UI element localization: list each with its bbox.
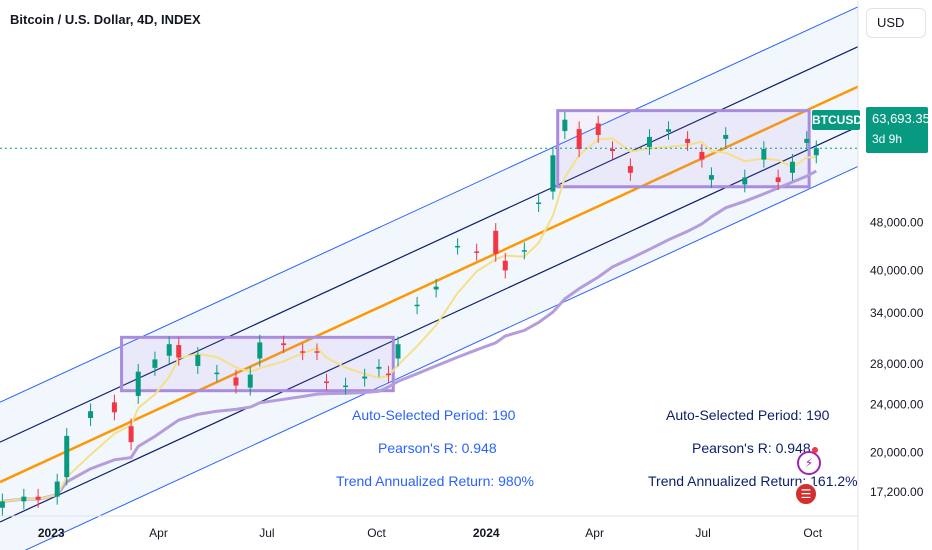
x-tick-label: Oct [803,526,822,540]
candle [455,245,461,248]
candle [742,177,748,185]
y-tick-label: 34,000.00 [870,306,924,320]
candle [376,366,382,369]
candle [0,501,5,508]
candle [775,177,781,183]
candle [414,304,420,307]
candle [233,377,239,386]
right-period: Auto-Selected Period: 190 [666,407,830,423]
candle [502,260,508,271]
candle [804,138,810,143]
y-tick-label: 17,200.00 [870,485,924,499]
chart-title: Bitcoin / U.S. Dollar, 4D, INDEX [10,12,201,27]
candle [550,155,556,192]
candle [64,435,70,478]
y-tick-label: 20,000.00 [870,445,924,459]
candle [35,496,41,500]
candle [135,371,141,396]
x-tick-label: 2023 [38,526,65,540]
candle [536,202,542,205]
candle [88,411,94,419]
left-pearson: Pearson's R: 0.948 [378,440,497,456]
inner-upper-line [0,46,859,443]
alert-dot [812,447,818,453]
symbol-tag: BTCUSD [812,110,862,130]
currency-button[interactable]: USD [866,8,926,38]
trend-line [0,85,859,484]
candle [111,402,117,413]
right-return: Trend Annualized Return: 161.2% [648,473,858,489]
range-box [556,109,811,189]
candle [281,343,287,346]
candle [761,149,767,160]
candle [723,134,729,139]
last-price: 63,693.35 [872,111,930,126]
x-tick-label: Apr [585,526,604,540]
candle [576,129,582,150]
x-tick-label: Jul [695,526,710,540]
x-tick-label: 2024 [473,526,500,540]
candle [385,373,391,376]
left-return: Trend Annualized Return: 980% [336,473,534,489]
candle [362,376,368,379]
candle [595,123,601,135]
candle [685,138,691,143]
x-tick-label: Oct [367,526,386,540]
candle [54,481,60,497]
candle [214,372,220,375]
candle [666,129,672,132]
channel-fill [0,6,858,550]
bar-countdown: 3d 9h [872,132,903,146]
x-tick-label: Apr [149,526,168,540]
candle [166,344,172,356]
y-tick-label: 40,000.00 [870,263,924,277]
outer-lower-line [24,165,859,550]
right-pearson: Pearson's R: 0.948 [692,440,811,456]
fast-ma-line [2,137,817,503]
candle [257,342,263,359]
lightning-icon[interactable]: ⚡ [797,451,821,475]
left-period: Auto-Selected Period: 190 [352,407,516,423]
candle [433,286,439,290]
candle [395,344,401,359]
candlesticks [0,111,858,516]
last-price-tag: 63,693.35 3d 9h [866,107,930,153]
candle [300,351,306,353]
candle [247,374,253,388]
y-tick-label: 28,000.00 [870,357,924,371]
inner-lower-line [0,125,859,523]
candle [195,354,201,366]
candle [324,381,330,384]
candle [562,119,568,132]
candle [314,351,320,353]
y-tick-label: 48,000.00 [870,216,924,230]
candle [646,136,652,147]
candle [699,151,705,160]
x-tick-label: Jul [259,526,274,540]
candle [343,385,349,388]
moving-averages [2,137,817,503]
candle [493,230,499,254]
regression-channel [0,6,859,550]
candle [176,345,182,358]
candle [789,161,795,173]
y-tick-label: 24,000.00 [870,398,924,412]
candle [474,251,480,253]
candle [152,359,158,368]
candle [128,426,134,443]
candle [21,496,27,502]
candle [521,250,527,252]
candle [813,148,819,156]
candle [610,149,616,152]
candle [708,175,714,180]
candle [627,166,633,173]
slow-ma-line [2,169,817,503]
us-flag-icon[interactable]: ☰ [794,482,818,506]
